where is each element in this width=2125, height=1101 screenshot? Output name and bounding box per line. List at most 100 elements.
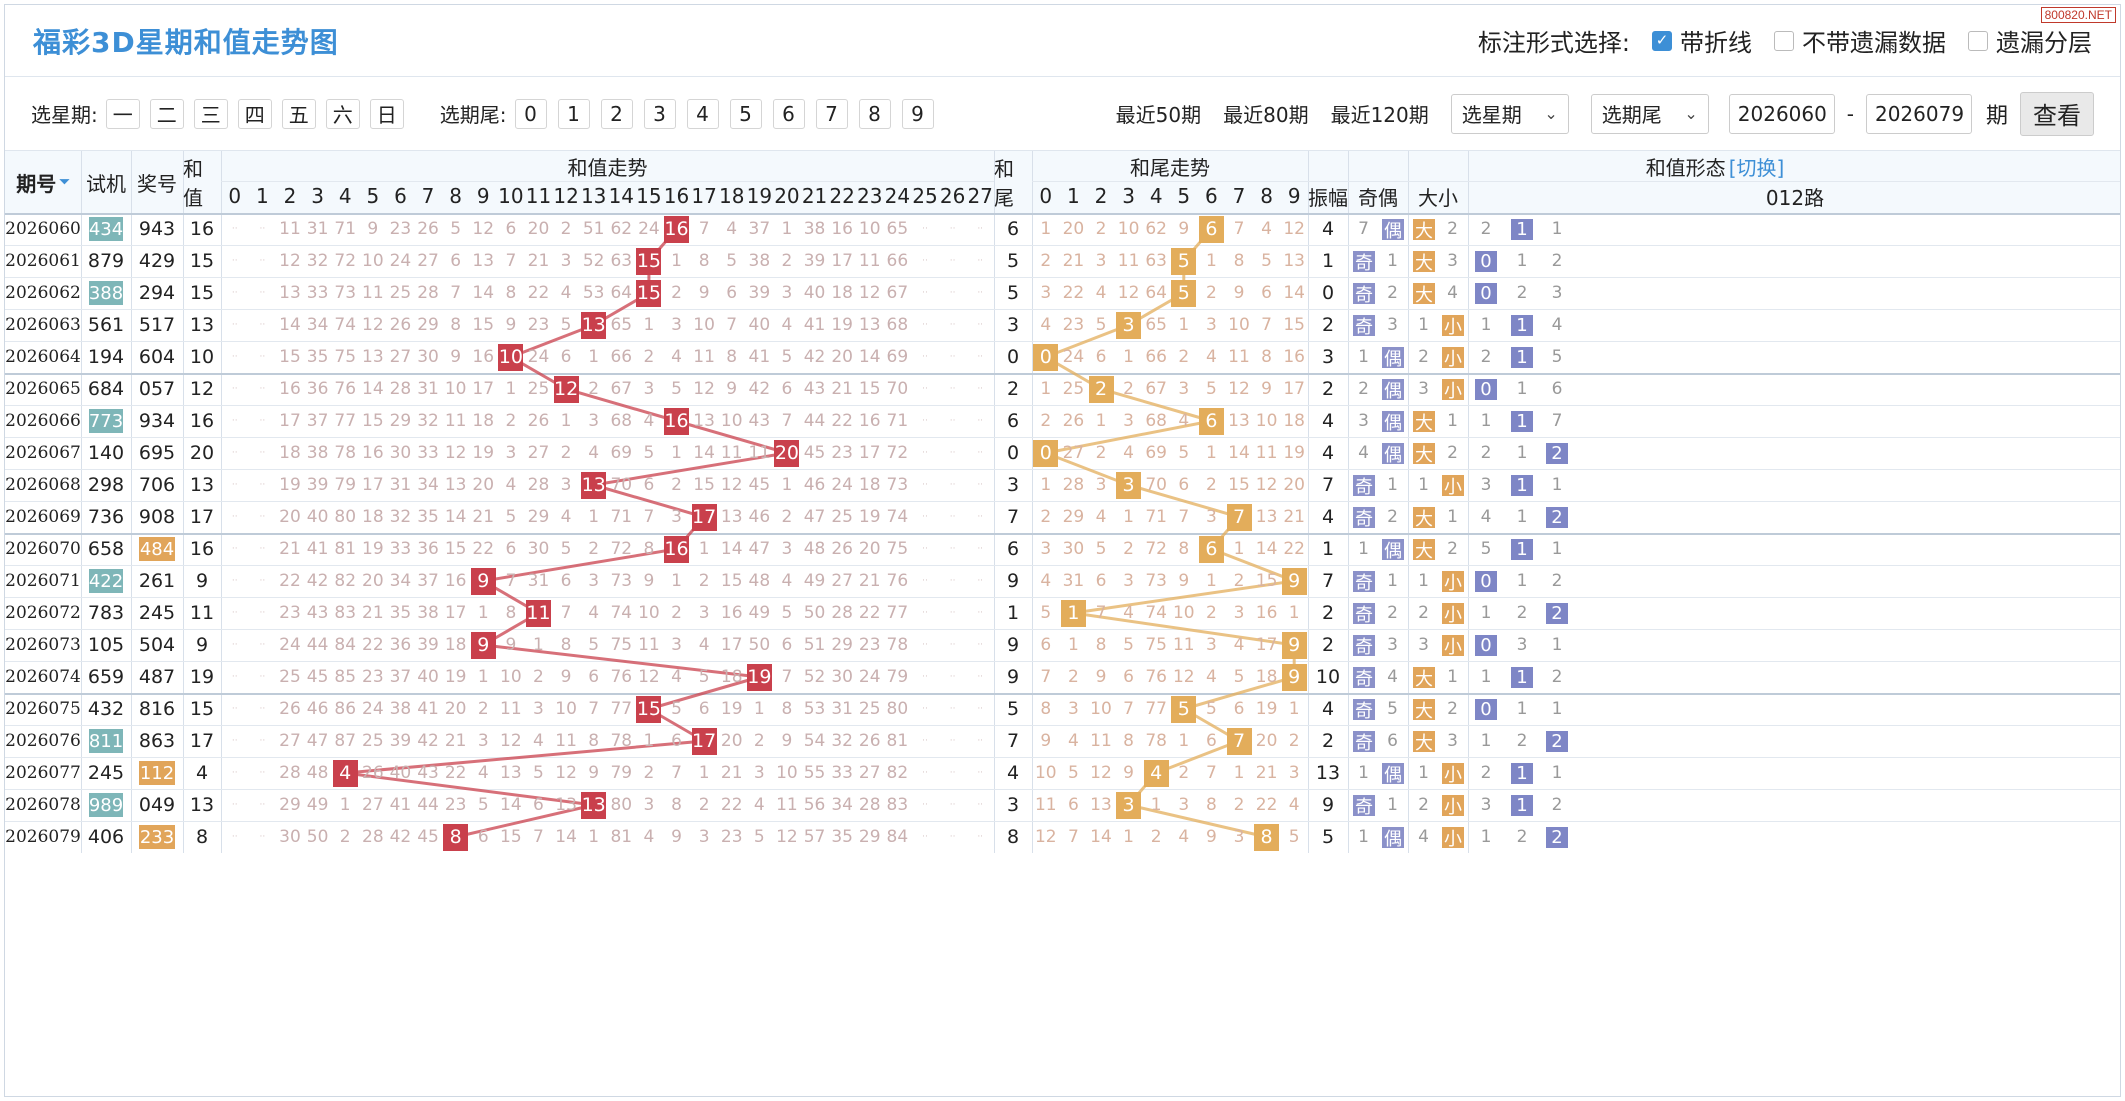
sort-down-icon[interactable]: ⏷ — [59, 174, 70, 190]
weekday-chip[interactable]: 二 — [149, 98, 184, 129]
sum-miss-cell: 2 — [560, 443, 572, 463]
end-issue-input[interactable]: 2026079 — [1865, 93, 1972, 134]
tail-select[interactable]: 选期尾 ⌄ — [1590, 93, 1709, 134]
tail-miss-cell: 22 — [1283, 539, 1305, 559]
header-divider — [1032, 181, 1308, 182]
weekday-filter-label: 选星期: — [31, 103, 98, 127]
draw-number: 695 — [138, 442, 176, 464]
tail-chip[interactable]: 6 — [772, 98, 805, 129]
sum-miss-cell: 50 — [803, 603, 826, 623]
option-missing-layer[interactable]: 遗漏分层 — [1968, 23, 2092, 58]
issue-number: 2026068 — [5, 475, 81, 495]
even-tag: 偶 — [1382, 411, 1404, 434]
tail-col-header: 0 — [1039, 184, 1053, 208]
chevron-down-icon: ⌄ — [1684, 104, 1698, 123]
sum-miss-cell: 41 — [803, 315, 826, 335]
recent-80-link[interactable]: 最近80期 — [1223, 103, 1309, 127]
odd-tag: 奇 — [1353, 795, 1375, 818]
start-issue-input[interactable]: 2026060 — [1728, 93, 1835, 134]
weekday-chip[interactable]: 日 — [369, 98, 404, 129]
checkbox-checked-icon[interactable]: ✓ — [1652, 30, 1672, 51]
amplitude-value: 9 — [1321, 794, 1335, 816]
sum-miss-cell: 80 — [334, 507, 357, 527]
sum-miss-cell: 84 — [334, 635, 357, 655]
sum-miss-cell: 19 — [362, 539, 384, 559]
checkbox-icon[interactable] — [1774, 30, 1794, 51]
sum-miss-cell: 2 — [560, 219, 572, 239]
sum-miss-cell: 73 — [334, 283, 357, 303]
option-label: 不带遗漏数据 — [1802, 29, 1946, 57]
sum-miss-cell: 75 — [334, 347, 357, 367]
test-number-highlight: 811 — [88, 729, 124, 753]
weekday-chip[interactable]: 一 — [105, 98, 140, 129]
weekday-chip[interactable]: 六 — [325, 98, 360, 129]
sum-miss-cell: 12 — [472, 219, 495, 239]
sum-hit-box: 15 — [636, 279, 662, 307]
header-divider — [221, 181, 994, 182]
tail-miss-cell: 8 — [1040, 699, 1052, 719]
tail-miss-cell: 20 — [1283, 475, 1305, 495]
even-tag: 偶 — [1382, 539, 1404, 562]
tail-miss-cell: 14 — [1090, 827, 1112, 847]
tail-chip[interactable]: 8 — [858, 98, 891, 129]
sum-miss-cell: 47 — [306, 731, 329, 751]
tail-chip[interactable]: 1 — [557, 98, 590, 129]
sum-tail-value: 1 — [1006, 602, 1020, 624]
sum-miss-cell: 11 — [638, 635, 660, 655]
sum-miss-cell: 12 — [444, 443, 467, 463]
switch-link[interactable]: [切换] — [1728, 155, 1785, 180]
tail-chip[interactable]: 5 — [729, 98, 762, 129]
sum-miss-cell: 29 — [858, 827, 881, 847]
even-miss: 1 — [1387, 475, 1398, 495]
sum-miss-cell: 13 — [500, 763, 522, 783]
query-button[interactable]: 查看 — [2020, 91, 2094, 136]
weekday-chip[interactable]: 四 — [237, 98, 272, 129]
sum-miss-cell: 11 — [720, 443, 743, 463]
route-miss: 2 — [1480, 763, 1492, 783]
tail-chip[interactable]: 3 — [643, 98, 676, 129]
sum-miss-cell: ·· — [231, 576, 238, 586]
sum-miss-cell: 10 — [555, 699, 577, 719]
tail-filter-label: 选期尾: — [439, 103, 507, 127]
sum-miss-cell: 27 — [858, 763, 881, 783]
weekday-chips: 一二三四五六日 — [105, 98, 414, 129]
weekday-chip[interactable]: 五 — [281, 98, 316, 129]
sum-miss-cell: 9 — [450, 347, 462, 367]
sum-miss-cell: ·· — [977, 672, 984, 682]
tail-chip[interactable]: 2 — [600, 98, 633, 129]
sum-miss-cell: 8 — [671, 795, 682, 815]
sum-miss-cell: 40 — [417, 667, 439, 687]
draw-number: 429 — [138, 250, 176, 272]
issue-number: 2026076 — [5, 731, 81, 751]
column-issue[interactable]: 期号 ⏷ — [5, 151, 81, 213]
recent-120-link[interactable]: 最近120期 — [1330, 103, 1429, 127]
tail-hit-box: 7 — [1226, 503, 1252, 531]
tail-miss-cell: 11 — [1034, 795, 1057, 815]
sum-miss-cell: 11 — [748, 443, 771, 463]
tail-miss-cell: 19 — [1283, 443, 1305, 463]
sum-miss-cell: ·· — [949, 512, 956, 522]
small-miss: 2 — [1447, 443, 1458, 463]
sum-miss-cell: 6 — [726, 283, 738, 303]
option-no-missing[interactable]: 不带遗漏数据 — [1774, 23, 1946, 58]
tail-chip[interactable]: 9 — [901, 98, 934, 129]
sum-miss-cell: 8 — [726, 347, 738, 367]
sum-miss-cell: ·· — [977, 736, 984, 746]
option-with-lines[interactable]: ✓ 带折线 — [1652, 23, 1752, 58]
tail-hit-box: 6 — [1198, 407, 1224, 435]
draw-number: 706 — [138, 474, 176, 496]
sum-miss-cell: ·· — [949, 544, 956, 554]
recent-50-link[interactable]: 最近50期 — [1115, 103, 1202, 127]
sum-miss-cell: ·· — [259, 352, 266, 362]
sum-miss-cell: 3 — [533, 699, 544, 719]
sum-miss-cell: 7 — [505, 251, 517, 271]
tail-miss-cell: 4 — [1288, 795, 1300, 815]
tail-chip[interactable]: 7 — [815, 98, 848, 129]
checkbox-icon[interactable] — [1968, 30, 1988, 51]
big-tag: 大 — [1413, 283, 1435, 306]
weekday-chip[interactable]: 三 — [193, 98, 228, 129]
weekday-select[interactable]: 选星期 ⌄ — [1450, 93, 1569, 134]
tail-miss-cell: 4 — [1233, 635, 1245, 655]
tail-chip[interactable]: 4 — [686, 98, 719, 129]
tail-chip[interactable]: 0 — [514, 98, 547, 129]
